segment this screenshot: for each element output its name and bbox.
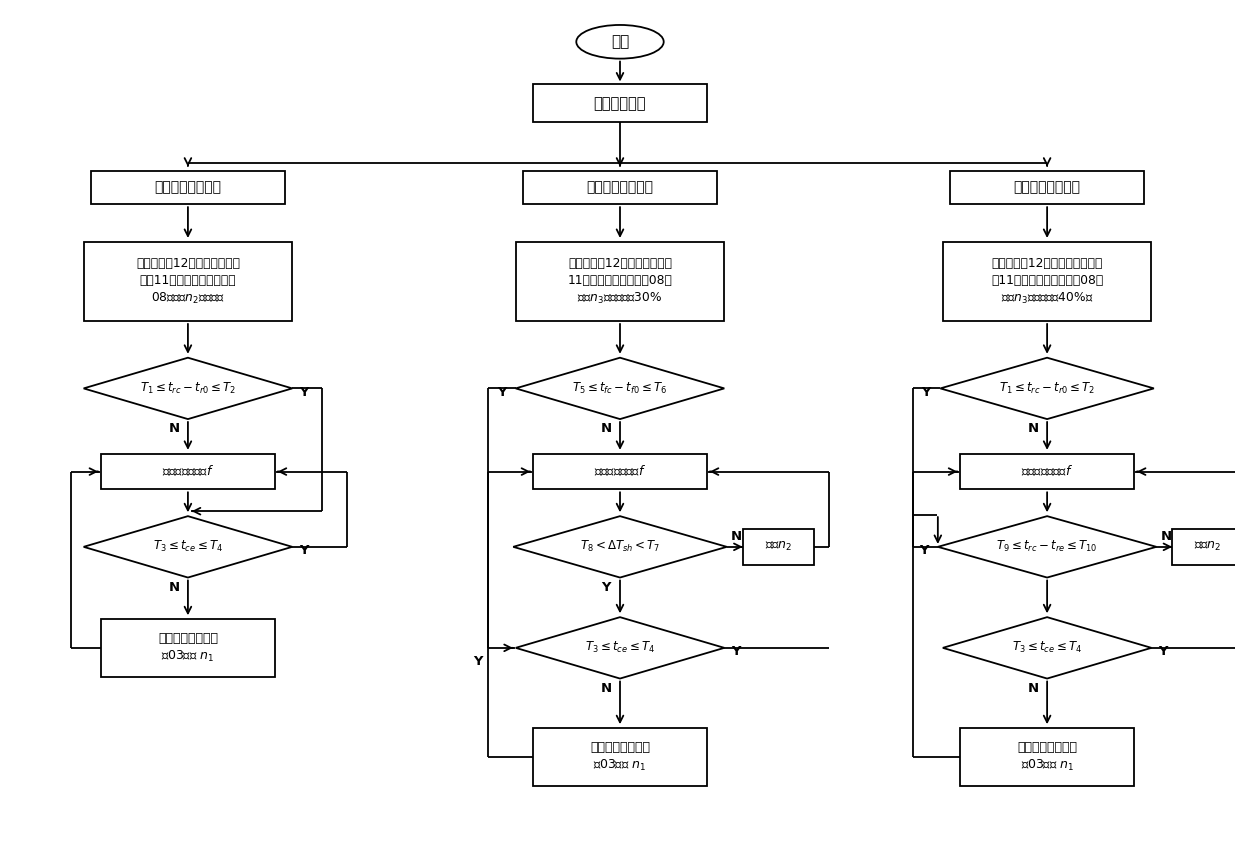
Text: N: N — [169, 422, 180, 436]
Text: $T_8 < \Delta T_{sh} < T_7$: $T_8 < \Delta T_{sh} < T_7$ — [580, 540, 660, 554]
Polygon shape — [943, 617, 1151, 679]
Text: Y: Y — [601, 581, 611, 594]
Polygon shape — [940, 358, 1154, 419]
Bar — [960, 728, 1134, 786]
Text: Y: Y — [300, 544, 309, 558]
Text: 打开电磁阀12及低温换热风机
11，关闭高温换热风机08，
调节$n_3$至满开度的30%: 打开电磁阀12及低温换热风机 11，关闭高温换热风机08， 调节$n_3$至满开… — [567, 257, 673, 306]
Text: 打开电磁阀12，打开低温换热风
机11，打开高温换热风机08，
调节$n_3$至满开度的40%；: 打开电磁阀12，打开低温换热风 机11，打开高温换热风机08， 调节$n_3$至… — [991, 257, 1103, 306]
Bar — [92, 171, 285, 204]
Ellipse shape — [576, 25, 664, 58]
Text: 选择工作模式: 选择工作模式 — [593, 96, 647, 111]
Text: Y: Y — [497, 386, 507, 399]
Bar — [1172, 529, 1239, 565]
Text: 调整第一电子膨胀
阀03开度 $n_1$: 调整第一电子膨胀 阀03开度 $n_1$ — [1017, 740, 1077, 773]
Text: 调节$n_2$: 调节$n_2$ — [1194, 541, 1222, 553]
Text: Y: Y — [1158, 645, 1168, 658]
Text: N: N — [601, 422, 612, 436]
Polygon shape — [83, 517, 292, 577]
Polygon shape — [515, 358, 725, 419]
Text: $T_9 \leq t_{rc}-t_{re} \leq T_{10}$: $T_9 \leq t_{rc}-t_{re} \leq T_{10}$ — [996, 540, 1098, 554]
Bar — [533, 84, 707, 122]
Text: N: N — [731, 530, 742, 543]
Text: $T_5 \leq t_{fc}-t_{f0} \leq T_6$: $T_5 \leq t_{fc}-t_{f0} \leq T_6$ — [572, 381, 668, 396]
Text: N: N — [169, 581, 180, 594]
Text: N: N — [1027, 682, 1038, 695]
Text: 仅高温蒸发器工作: 仅高温蒸发器工作 — [155, 180, 222, 195]
Text: 关闭电磁阀12，关闭低温换热
风机11，打开高温换热风机
08，调节$n_2$至满开度: 关闭电磁阀12，关闭低温换热 风机11，打开高温换热风机 08，调节$n_2$至… — [136, 257, 240, 306]
Bar — [523, 171, 717, 204]
Text: $T_3 \leq t_{ce} \leq T_4$: $T_3 \leq t_{ce} \leq T_4$ — [585, 640, 655, 656]
Bar — [515, 242, 725, 321]
Text: $T_1 \leq t_{rc}-t_{r0} \leq T_2$: $T_1 \leq t_{rc}-t_{r0} \leq T_2$ — [999, 381, 1095, 396]
Text: $T_3 \leq t_{ce} \leq T_4$: $T_3 \leq t_{ce} \leq T_4$ — [1012, 640, 1082, 656]
Bar — [102, 454, 275, 489]
Text: N: N — [1161, 530, 1172, 543]
Text: 调整第一电子膨胀
阀03开度 $n_1$: 调整第一电子膨胀 阀03开度 $n_1$ — [157, 631, 218, 664]
Bar — [950, 171, 1144, 204]
Text: 调整第一电子膨胀
阀03开度 $n_1$: 调整第一电子膨胀 阀03开度 $n_1$ — [590, 740, 650, 773]
Text: 调整压缩机频率$f$: 调整压缩机频率$f$ — [593, 464, 646, 479]
Text: $T_3 \leq t_{ce} \leq T_4$: $T_3 \leq t_{ce} \leq T_4$ — [152, 540, 223, 554]
Bar — [533, 728, 707, 786]
Text: 调整压缩机频率$f$: 调整压缩机频率$f$ — [162, 464, 214, 479]
Text: 开始: 开始 — [611, 34, 629, 49]
Polygon shape — [513, 517, 727, 577]
Text: 仅低温蒸发器工作: 仅低温蒸发器工作 — [586, 180, 653, 195]
Polygon shape — [938, 517, 1156, 577]
Text: 调节$n_2$: 调节$n_2$ — [764, 541, 792, 553]
Bar — [533, 454, 707, 489]
Bar — [83, 242, 292, 321]
Text: Y: Y — [300, 386, 309, 399]
Text: Y: Y — [919, 544, 929, 558]
Polygon shape — [515, 617, 725, 679]
Bar — [102, 619, 275, 677]
Bar — [742, 529, 814, 565]
Text: Y: Y — [473, 656, 483, 668]
Text: Y: Y — [731, 645, 741, 658]
Text: Y: Y — [922, 386, 932, 399]
Text: N: N — [601, 682, 612, 695]
Polygon shape — [83, 358, 292, 419]
Text: $T_1 \leq t_{rc}-t_{r0} \leq T_2$: $T_1 \leq t_{rc}-t_{r0} \leq T_2$ — [140, 381, 235, 396]
Text: 调整压缩机频率$f$: 调整压缩机频率$f$ — [1021, 464, 1073, 479]
Bar — [960, 454, 1134, 489]
Text: 两蒸发器同时工作: 两蒸发器同时工作 — [1014, 180, 1080, 195]
Text: N: N — [1027, 422, 1038, 436]
Bar — [943, 242, 1151, 321]
